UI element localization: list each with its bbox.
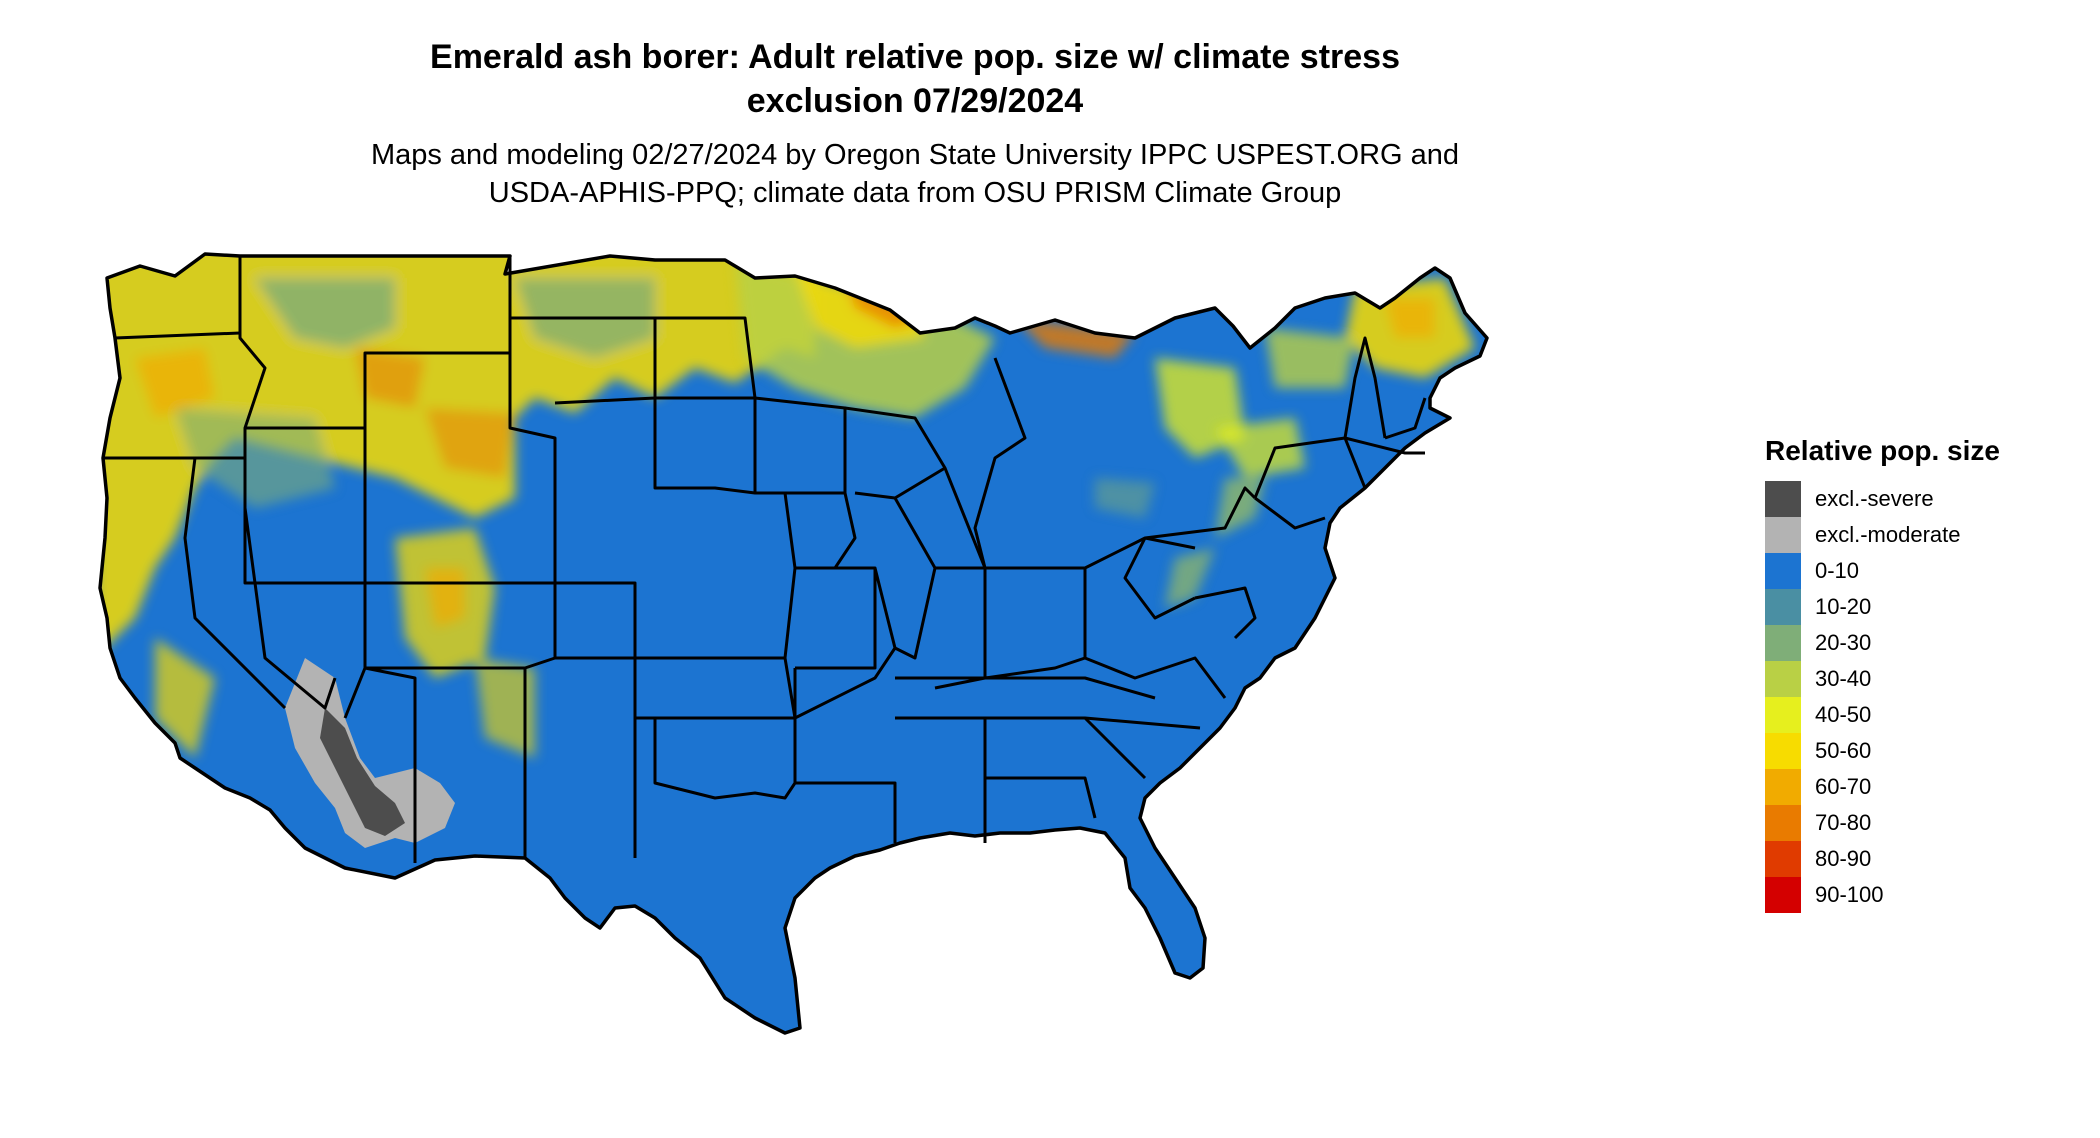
legend-swatch — [1765, 841, 1801, 877]
legend-item: excl.-severe — [1765, 481, 2085, 517]
map-subtitle-line-1: Maps and modeling 02/27/2024 by Oregon S… — [370, 139, 1460, 171]
legend-item: 30-40 — [1765, 661, 2085, 697]
legend-swatch — [1765, 589, 1801, 625]
map-subtitle-line-2: USDA-APHIS-PPQ; climate data from OSU PR… — [488, 177, 1342, 209]
legend-label: excl.-severe — [1815, 486, 1934, 511]
legend-swatch — [1765, 661, 1801, 697]
legend-label: 20-30 — [1815, 630, 1872, 655]
legend-item: 60-70 — [1765, 769, 2085, 805]
legend-item: 70-80 — [1765, 805, 2085, 841]
legend-swatch — [1765, 553, 1801, 589]
state-borders — [98, 252, 1489, 1035]
legend-label: excl.-moderate — [1815, 522, 1961, 547]
southwest-exclusion-zone — [285, 658, 455, 848]
legend-swatch — [1765, 805, 1801, 841]
map-title-line-2: exclusion 07/29/2024 — [746, 82, 1084, 120]
legend-label: 0-10 — [1815, 558, 1860, 583]
map-legend: Relative pop. size excl.-severe excl.-mod… — [1765, 435, 2085, 913]
legend-label: 60-70 — [1815, 774, 1872, 799]
legend-label: 40-50 — [1815, 702, 1872, 727]
legend-item: excl.-moderate — [1765, 517, 2085, 553]
map-title-line-1: Emerald ash borer: Adult relative pop. s… — [430, 38, 1400, 76]
legend-label: 10-20 — [1815, 594, 1872, 619]
legend-item: 90-100 — [1765, 877, 2085, 913]
legend-items: excl.-severe excl.-moderate 0-10 10-20 20-30… — [1765, 481, 2085, 913]
legend-item: 50-60 — [1765, 733, 2085, 769]
legend-swatch — [1765, 769, 1801, 805]
legend-swatch — [1765, 877, 1801, 913]
legend-label: 80-90 — [1815, 846, 1872, 871]
legend-item: 0-10 — [1765, 553, 2085, 589]
legend-swatch — [1765, 517, 1801, 553]
legend-label: 30-40 — [1815, 666, 1872, 691]
legend-swatch — [1765, 625, 1801, 661]
legend-item: 10-20 — [1765, 589, 2085, 625]
legend-swatch — [1765, 733, 1801, 769]
population-zones — [100, 254, 1475, 848]
legend-label: 90-100 — [1815, 882, 1884, 907]
legend-label: 70-80 — [1815, 810, 1872, 835]
legend-title: Relative pop. size — [1765, 435, 2000, 466]
legend-swatch — [1765, 697, 1801, 733]
legend-item: 80-90 — [1765, 841, 2085, 877]
legend-label: 50-60 — [1815, 738, 1872, 763]
legend-item: 20-30 — [1765, 625, 2085, 661]
legend-item: 40-50 — [1765, 697, 2085, 733]
legend-swatch — [1765, 481, 1801, 517]
northern-band — [100, 254, 815, 758]
us-population-map — [98, 252, 1489, 1035]
